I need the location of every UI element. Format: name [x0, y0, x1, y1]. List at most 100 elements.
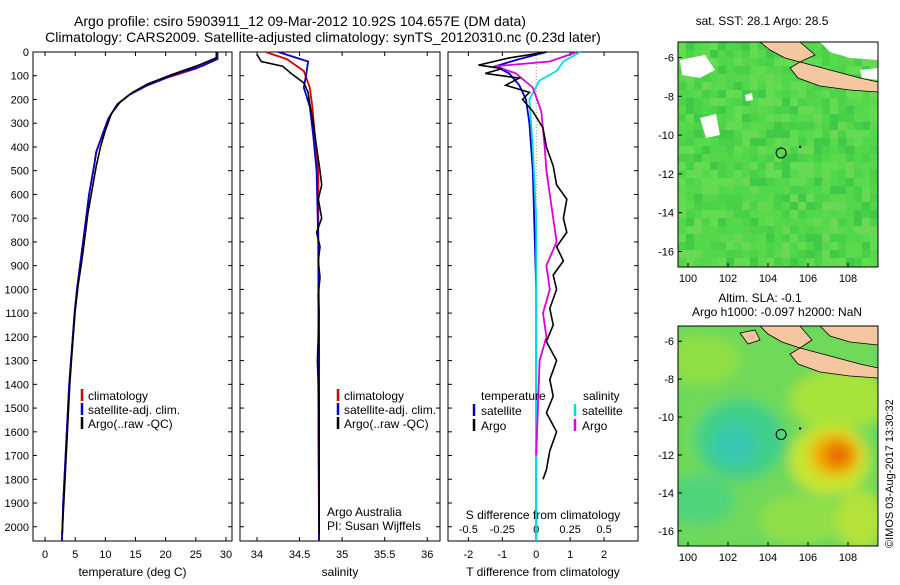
map-x-tick-label: 106 [799, 273, 817, 285]
sst-cell [814, 250, 822, 258]
x-tick-label: 30 [220, 549, 232, 561]
sst-cell [782, 114, 790, 122]
sst-cell [862, 194, 870, 202]
sst-cell [758, 82, 766, 90]
sst-cell [822, 114, 830, 122]
sst-cell [758, 162, 766, 170]
sst-cell [830, 234, 838, 242]
sst-cell [830, 130, 838, 138]
sst-cell [718, 74, 726, 82]
sst-cell [798, 258, 806, 266]
sst-cell [774, 66, 782, 74]
sst-cell [870, 58, 878, 66]
sst-cell [814, 242, 822, 250]
sst-cell [686, 258, 694, 266]
sst-cell [774, 74, 782, 82]
sst-cell [846, 146, 854, 154]
y-tick-label: 800 [11, 237, 29, 249]
sst-cell [814, 202, 822, 210]
sst-cell [814, 226, 822, 234]
sst-cell [694, 130, 702, 138]
sst-cell [702, 42, 710, 50]
sst-cell [750, 162, 758, 170]
sst-cell [718, 42, 726, 50]
sst-cell [710, 178, 718, 186]
sst-cell [846, 258, 854, 266]
sst-cell [750, 138, 758, 146]
sst-cell [718, 202, 726, 210]
sst-cell [678, 90, 686, 98]
sst-cell [686, 162, 694, 170]
sst-cell [734, 146, 742, 154]
sst-cell [710, 226, 718, 234]
sst-cell [790, 114, 798, 122]
sst-cell [830, 114, 838, 122]
sst-cell [750, 258, 758, 266]
sst-cell [830, 242, 838, 250]
sst-cell [742, 122, 750, 130]
sst-cell [790, 130, 798, 138]
sst-cell [710, 250, 718, 258]
sst-cell [686, 186, 694, 194]
x2-tick-label: -0.25 [490, 524, 515, 536]
sst-cell [718, 186, 726, 194]
sst-cell [790, 226, 798, 234]
sst-cell [694, 50, 702, 58]
sst-cell [838, 226, 846, 234]
sst-cell [750, 250, 758, 258]
sst-cell [838, 258, 846, 266]
sst-cell [766, 242, 774, 250]
sst-cell [870, 218, 878, 226]
sst-cell [734, 66, 742, 74]
sst-cell [718, 138, 726, 146]
y-tick-label: 1000 [5, 284, 29, 296]
sst-cell [742, 74, 750, 82]
sst-cell [694, 146, 702, 154]
sst-cell [750, 106, 758, 114]
sst-cell [734, 226, 742, 234]
sst-cell [798, 178, 806, 186]
sst-cell [766, 114, 774, 122]
sst-cell [718, 210, 726, 218]
sst-cell [766, 194, 774, 202]
temperature-xlabel: temperature (deg C) [78, 565, 186, 579]
y-tick-label: 1700 [5, 451, 29, 463]
sst-cell [686, 106, 694, 114]
sst-cell [846, 186, 854, 194]
sst-cell [678, 210, 686, 218]
sst-cell [806, 178, 814, 186]
sst-cell [758, 58, 766, 66]
sst-cell [870, 250, 878, 258]
sst-cell [806, 122, 814, 130]
sst-cell [862, 186, 870, 194]
sst-cell [798, 186, 806, 194]
difference-series-2 [495, 51, 578, 456]
sst-cell [830, 138, 838, 146]
sst-cell [694, 42, 702, 50]
sst-cell [782, 82, 790, 90]
sst-cell [710, 98, 718, 106]
map-y-tick-label: -12 [658, 169, 674, 181]
x2-tick-label: -0.5 [459, 524, 478, 536]
sst-cell [750, 226, 758, 234]
sst-cell [854, 162, 862, 170]
sst-cell [790, 162, 798, 170]
legend-header-temperature: temperature [481, 389, 546, 403]
sst-cell [830, 154, 838, 162]
sst-cell [710, 50, 718, 58]
sst-cell [854, 138, 862, 146]
sst-cell [798, 114, 806, 122]
sst-cell [686, 234, 694, 242]
sst-cell [726, 242, 734, 250]
sst-cell [814, 258, 822, 266]
sst-cell [766, 178, 774, 186]
sst-cell [742, 234, 750, 242]
sst-cell [686, 146, 694, 154]
legend-label: Argo [481, 419, 507, 433]
sst-cell [854, 250, 862, 258]
sst-cell [814, 138, 822, 146]
sst-cell [710, 194, 718, 202]
sst-cell [718, 90, 726, 98]
sst-cell [870, 130, 878, 138]
sst-cell [678, 138, 686, 146]
